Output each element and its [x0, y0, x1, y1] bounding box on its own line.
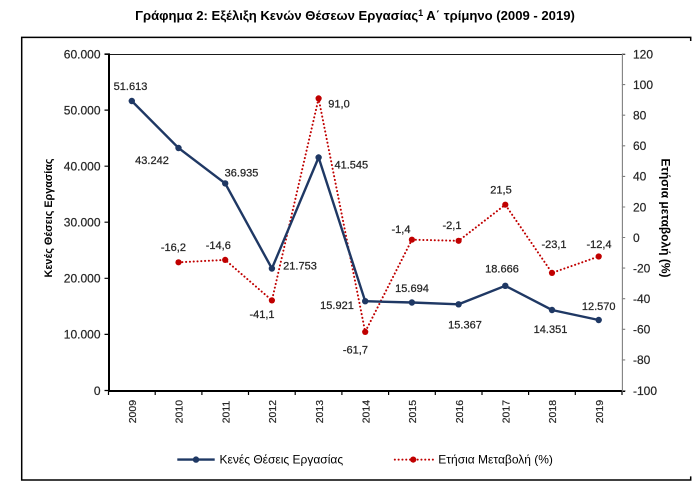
svg-text:2009: 2009	[127, 400, 139, 424]
svg-text:Ετήσια μεταβολή (%): Ετήσια μεταβολή (%)	[659, 158, 673, 277]
svg-text:21,5: 21,5	[490, 185, 511, 197]
svg-text:-16,2: -16,2	[161, 242, 186, 254]
svg-text:10.000: 10.000	[64, 328, 101, 342]
svg-text:Κενές Θέσεις Εργασίας: Κενές Θέσεις Εργασίας	[43, 158, 55, 277]
svg-text:21.753: 21.753	[283, 260, 317, 272]
svg-text:2012: 2012	[267, 400, 279, 424]
svg-text:30.000: 30.000	[64, 216, 101, 230]
svg-text:Γράφημα 2: Εξέλιξη Κενών Θέσεω: Γράφημα 2: Εξέλιξη Κενών Θέσεων Εργασίας…	[135, 8, 575, 23]
svg-text:20: 20	[633, 200, 647, 214]
svg-text:0: 0	[94, 384, 101, 398]
svg-text:91,0: 91,0	[328, 99, 349, 111]
svg-text:-61,7: -61,7	[343, 344, 368, 356]
svg-text:100: 100	[633, 78, 653, 92]
svg-text:-40: -40	[633, 292, 651, 306]
svg-text:18.666: 18.666	[485, 264, 519, 276]
svg-text:20.000: 20.000	[64, 272, 101, 286]
svg-text:-14,6: -14,6	[206, 240, 231, 252]
svg-text:51.613: 51.613	[114, 81, 148, 93]
svg-text:14.351: 14.351	[534, 324, 568, 336]
svg-text:43.242: 43.242	[135, 155, 169, 167]
svg-text:2011: 2011	[220, 401, 232, 424]
svg-text:15.921: 15.921	[320, 300, 354, 312]
svg-text:Κενές Θέσεις Εργασίας: Κενές Θέσεις Εργασίας	[220, 453, 344, 467]
svg-text:-12,4: -12,4	[586, 239, 611, 251]
svg-text:2016: 2016	[454, 400, 466, 424]
svg-text:2019: 2019	[594, 400, 606, 424]
svg-text:15.694: 15.694	[395, 283, 429, 295]
svg-text:41.545: 41.545	[334, 160, 368, 172]
svg-text:2015: 2015	[407, 400, 419, 424]
svg-text:12.570: 12.570	[582, 301, 616, 313]
svg-text:2018: 2018	[547, 400, 559, 424]
svg-text:2010: 2010	[174, 400, 186, 424]
svg-text:-1,4: -1,4	[392, 224, 411, 236]
svg-text:-100: -100	[633, 384, 657, 398]
svg-text:40.000: 40.000	[64, 160, 101, 174]
svg-text:60: 60	[633, 139, 647, 153]
svg-text:Ετήσια Μεταβολή (%): Ετήσια Μεταβολή (%)	[438, 453, 553, 467]
svg-text:50.000: 50.000	[64, 103, 101, 117]
svg-text:80: 80	[633, 109, 647, 123]
svg-text:2017: 2017	[501, 400, 513, 424]
svg-text:-23,1: -23,1	[541, 239, 566, 251]
svg-text:-2,1: -2,1	[443, 220, 462, 232]
svg-text:-41,1: -41,1	[249, 309, 274, 321]
svg-text:-80: -80	[633, 353, 651, 367]
svg-text:-20: -20	[633, 261, 651, 275]
svg-text:-60: -60	[633, 323, 651, 337]
svg-text:40: 40	[633, 170, 647, 184]
svg-text:60.000: 60.000	[64, 47, 101, 61]
svg-text:2014: 2014	[360, 400, 372, 424]
svg-text:120: 120	[633, 47, 653, 61]
svg-text:0: 0	[633, 231, 640, 245]
svg-text:15.367: 15.367	[448, 319, 482, 331]
svg-text:36.935: 36.935	[225, 168, 259, 180]
svg-text:2013: 2013	[314, 400, 326, 424]
